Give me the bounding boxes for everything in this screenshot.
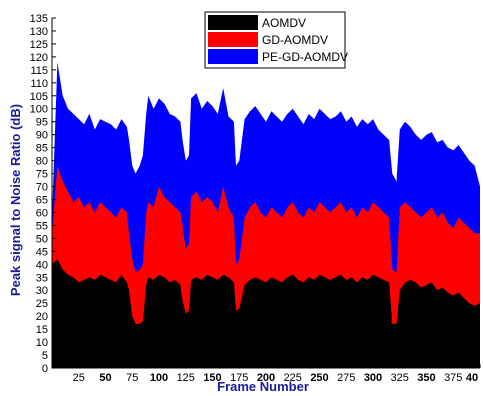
y-tick-label: 85 xyxy=(36,143,48,155)
y-tick-label: 55 xyxy=(36,220,48,232)
y-tick-label: 120 xyxy=(30,52,48,64)
x-tick-label: 250 xyxy=(310,372,328,384)
y-tick-label: 65 xyxy=(36,194,48,206)
legend-swatch-gd-aomdv xyxy=(208,32,258,47)
y-tick-label: 20 xyxy=(36,311,48,323)
legend-label: PE-GD-AOMDV xyxy=(262,50,348,64)
y-tick-label: 100 xyxy=(30,104,48,116)
y-tick-label: 130 xyxy=(30,26,48,38)
x-tick-label: 350 xyxy=(417,372,435,384)
area-aomdv xyxy=(52,259,480,368)
y-tick-label: 110 xyxy=(30,78,48,90)
x-axis-ticks: 25 50 75 100 125 150 175 200 225 250 275 300 325 350 3… xyxy=(73,364,481,384)
x-tick-label: 175 xyxy=(230,372,248,384)
y-tick-label: 15 xyxy=(36,324,48,336)
y-tick-label: 35 xyxy=(36,272,48,284)
x-tick-label: 300 xyxy=(364,372,382,384)
y-tick-label: 105 xyxy=(30,91,48,103)
x-tick-label: 125 xyxy=(177,372,195,384)
x-tick-label: 375 xyxy=(444,372,462,384)
y-tick-label: 90 xyxy=(36,130,48,142)
x-tick-label: 325 xyxy=(391,372,409,384)
legend-label: GD-AOMDV xyxy=(262,33,328,47)
x-tick-label: 200 xyxy=(257,372,275,384)
y-tick-label: 30 xyxy=(36,285,48,297)
y-tick-label: 70 xyxy=(36,182,48,194)
legend-label: AOMDV xyxy=(262,16,306,30)
y-tick-label: 25 xyxy=(36,298,48,310)
y-tick-label: 80 xyxy=(36,156,48,168)
legend: AOMDV GD-AOMDV PE-GD-AOMDV xyxy=(204,11,348,69)
y-tick-label: 10 xyxy=(36,337,48,349)
y-tick-label: 75 xyxy=(36,169,48,181)
x-tick-label: 100 xyxy=(150,372,168,384)
y-tick-label: 45 xyxy=(36,246,48,258)
x-tick-label: 50 xyxy=(99,372,111,384)
x-axis-title: Frame Number xyxy=(217,379,309,394)
x-tick-label: 275 xyxy=(337,372,355,384)
x-tick-label: 25 xyxy=(73,372,85,384)
y-axis-title: Peak signal to Noise Ratio (dB) xyxy=(8,104,23,296)
x-tick-label: 150 xyxy=(203,372,221,384)
x-tick-label: 40 xyxy=(466,372,478,384)
legend-swatch-pe-gd-aomdv xyxy=(208,49,258,64)
y-tick-label: 95 xyxy=(36,117,48,129)
y-tick-label: 40 xyxy=(36,259,48,271)
y-tick-label: 50 xyxy=(36,233,48,245)
legend-swatch-aomdv xyxy=(208,15,258,30)
y-tick-label: 115 xyxy=(30,65,48,77)
y-tick-label: 135 xyxy=(30,13,48,25)
x-tick-label: 75 xyxy=(126,372,138,384)
y-tick-label: 60 xyxy=(36,207,48,219)
x-tick-label: 225 xyxy=(284,372,302,384)
series-areas xyxy=(52,62,480,368)
y-tick-label: 0 xyxy=(42,363,48,375)
y-tick-label: 5 xyxy=(42,350,48,362)
y-tick-label: 125 xyxy=(30,39,48,51)
y-axis-ticks: 0510152025303540455055606570758085909510… xyxy=(30,13,56,375)
